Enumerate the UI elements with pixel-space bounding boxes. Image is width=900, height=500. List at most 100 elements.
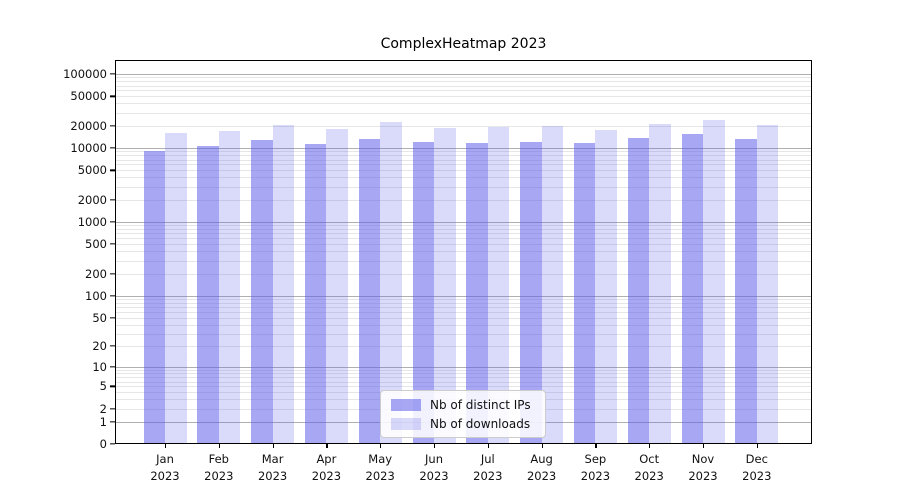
y-tick-label: 50000 — [70, 89, 107, 104]
x-tick-label: Jul 2023 — [473, 452, 503, 483]
gridline-major — [115, 366, 812, 368]
gridline-minor — [115, 233, 812, 235]
y-tick-mark — [110, 408, 115, 410]
gridline-minor — [115, 96, 812, 98]
x-tick-mark — [487, 444, 490, 448]
gridline-minor — [115, 155, 812, 157]
y-tick-mark — [110, 345, 115, 347]
gridline-minor — [115, 381, 812, 383]
gridline-minor — [115, 151, 812, 153]
bar-distinct-ips-may — [358, 139, 381, 444]
x-tick-label: Feb 2023 — [204, 452, 234, 483]
y-tick-mark — [110, 295, 115, 297]
y-tick-label: 1000 — [77, 215, 107, 229]
bar-distinct-ips-jan — [143, 151, 165, 444]
y-tick-label: 5000 — [77, 163, 107, 178]
gridline-minor — [115, 317, 812, 319]
x-tick-mark — [595, 444, 597, 448]
y-tick-mark — [110, 199, 115, 201]
legend-item-downloads: Nb of downloads — [391, 417, 535, 431]
x-tick-mark — [434, 444, 436, 448]
gridline-minor — [115, 199, 812, 201]
legend-swatch-downloads — [391, 417, 421, 430]
x-tick-mark — [218, 444, 221, 448]
y-tick-label: 500 — [85, 237, 107, 252]
x-tick-label: May 2023 — [365, 452, 395, 483]
x-tick-label: Nov 2023 — [688, 452, 718, 483]
gridline-minor — [115, 186, 812, 188]
y-tick-mark — [110, 147, 115, 149]
bar-downloads-may — [380, 121, 402, 444]
x-tick-mark — [541, 444, 543, 448]
x-tick-mark — [165, 444, 167, 448]
x-tick-label: Dec 2023 — [742, 452, 772, 483]
gridline-minor — [115, 244, 812, 246]
y-tick-label: 2000 — [77, 192, 107, 207]
gridline-minor — [115, 159, 812, 161]
gridline-minor — [115, 370, 812, 371]
gridline-minor — [115, 238, 812, 240]
y-tick-mark — [110, 272, 115, 275]
gridline-minor — [115, 170, 812, 172]
gridline-minor — [115, 299, 812, 300]
bar-distinct-ips-jun — [412, 142, 434, 444]
chart-title: ComplexHeatmap 2023 — [380, 36, 547, 52]
y-tick-mark — [110, 243, 115, 245]
y-tick-mark — [110, 421, 115, 423]
bar-downloads-aug — [541, 126, 564, 444]
bar-distinct-ips-aug — [520, 141, 542, 444]
y-tick-mark — [110, 443, 115, 445]
x-tick-label: Aug 2023 — [526, 452, 557, 483]
gridline-minor — [115, 103, 812, 105]
legend-label-downloads: Nb of downloads — [430, 416, 531, 431]
gridline-minor — [115, 177, 812, 179]
gridline-minor — [115, 81, 812, 83]
gridline-minor — [115, 324, 812, 326]
gridline-minor — [115, 77, 812, 79]
y-tick-mark — [110, 385, 115, 388]
y-tick-label: 200 — [85, 266, 107, 281]
x-tick-label: Jan 2023 — [150, 452, 180, 483]
y-tick-label: 20 — [92, 339, 107, 354]
gridline-minor — [115, 229, 812, 231]
gridline-major — [115, 222, 812, 223]
bar-distinct-ips-feb — [197, 146, 219, 444]
gridline-major — [115, 74, 812, 75]
x-tick-mark — [380, 444, 382, 448]
y-tick-label: 50 — [92, 310, 107, 325]
gridline-minor — [115, 307, 812, 308]
gridline-major — [115, 148, 812, 149]
legend: Nb of distinct IPs Nb of downloads — [380, 390, 546, 438]
x-tick-mark — [649, 444, 651, 448]
x-tick-mark — [756, 444, 759, 448]
gridline-minor — [115, 333, 812, 335]
gridline-minor — [115, 85, 812, 87]
gridline-minor — [115, 346, 812, 348]
gridline-minor — [115, 112, 812, 114]
x-tick-mark — [326, 444, 328, 448]
bar-downloads-jun — [434, 128, 456, 444]
bar-distinct-ips-mar — [251, 140, 273, 444]
x-tick-mark — [272, 444, 274, 448]
x-tick-label: Oct 2023 — [634, 452, 664, 483]
gridline-minor — [115, 125, 812, 127]
plot-area — [115, 60, 812, 444]
bar-downloads-mar — [272, 124, 295, 444]
y-tick-label: 0 — [99, 437, 107, 451]
y-tick-mark — [110, 316, 115, 319]
gridline-minor — [115, 164, 812, 166]
y-tick-label: 2 — [99, 401, 107, 416]
bar-distinct-ips-jul — [466, 142, 488, 444]
y-tick-label: 1 — [99, 414, 107, 429]
gridline-major — [115, 295, 812, 297]
gridline-minor — [115, 273, 812, 275]
x-tick-label: Jun 2023 — [419, 452, 449, 483]
y-tick-mark — [110, 95, 115, 97]
bar-downloads-nov — [703, 120, 725, 444]
y-tick-label: 10 — [92, 359, 107, 374]
bar-downloads-feb — [218, 130, 241, 444]
legend-label-distinct-ips: Nb of distinct IPs — [430, 397, 531, 412]
y-tick-mark — [110, 366, 115, 368]
legend-item-distinct-ips: Nb of distinct IPs — [391, 398, 535, 412]
